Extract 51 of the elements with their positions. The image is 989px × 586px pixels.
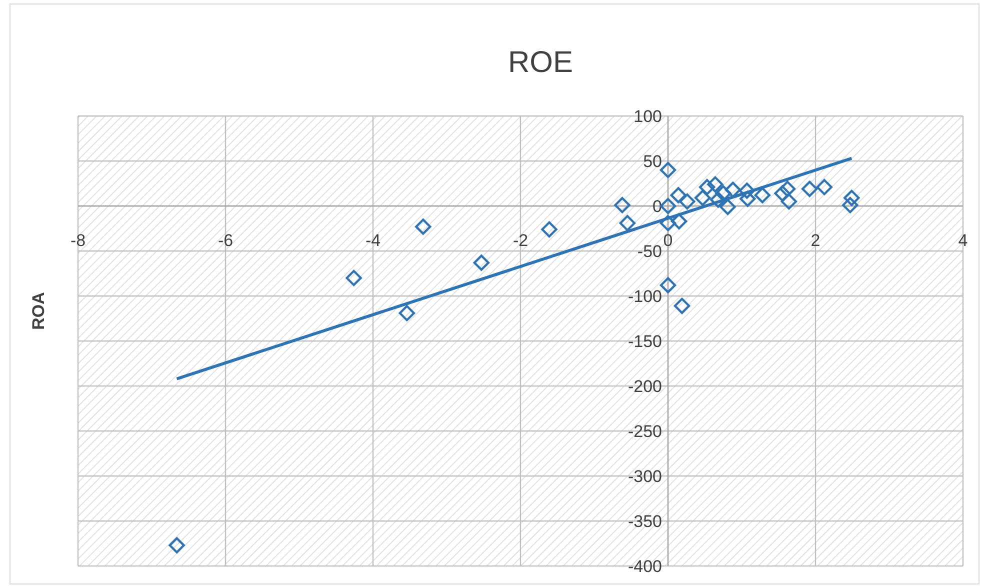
point <box>698 179 716 196</box>
point <box>660 215 676 232</box>
x-tick-label: -8 <box>70 231 86 250</box>
point <box>774 185 790 202</box>
point <box>660 198 676 214</box>
y-tick-label: -300 <box>628 466 662 486</box>
y-tick-label: 50 <box>643 152 662 171</box>
point <box>660 277 676 294</box>
point <box>619 215 636 232</box>
x-tick-label: -2 <box>512 231 528 250</box>
point <box>415 218 432 235</box>
y-tick-label: -250 <box>628 422 662 441</box>
point <box>724 182 741 198</box>
point <box>779 180 796 197</box>
point <box>780 193 798 210</box>
point <box>670 187 686 204</box>
point <box>541 221 558 238</box>
point <box>168 537 185 554</box>
point <box>816 179 832 196</box>
point <box>614 197 630 214</box>
point <box>715 185 732 202</box>
chart-title: ROE <box>508 46 574 79</box>
x-tick-label: -6 <box>218 231 234 250</box>
point <box>802 180 818 197</box>
x-tick-label: 2 <box>810 231 820 250</box>
point <box>740 190 756 207</box>
y-tick-label: -350 <box>628 512 662 531</box>
point <box>670 213 688 230</box>
point <box>738 182 756 199</box>
point <box>694 190 711 206</box>
point <box>754 187 770 204</box>
point <box>707 176 724 192</box>
point <box>660 162 676 178</box>
y-tick-label: -150 <box>628 332 662 351</box>
point <box>473 254 490 271</box>
point <box>710 192 726 208</box>
point <box>346 270 362 286</box>
point <box>679 193 696 210</box>
y-tick-label: 100 <box>634 106 662 126</box>
point <box>720 198 736 215</box>
point <box>844 190 860 206</box>
y-axis-title: ROA <box>29 292 48 330</box>
point <box>674 298 690 314</box>
y-tick-label: -100 <box>628 286 662 306</box>
x-tick-label: 4 <box>958 231 968 250</box>
point <box>842 197 858 214</box>
y-tick-label: -400 <box>628 556 662 576</box>
y-tick-label: -50 <box>637 242 662 261</box>
y-tick-label: -200 <box>628 376 662 396</box>
x-tick-label: -4 <box>365 231 381 250</box>
point <box>398 305 416 322</box>
